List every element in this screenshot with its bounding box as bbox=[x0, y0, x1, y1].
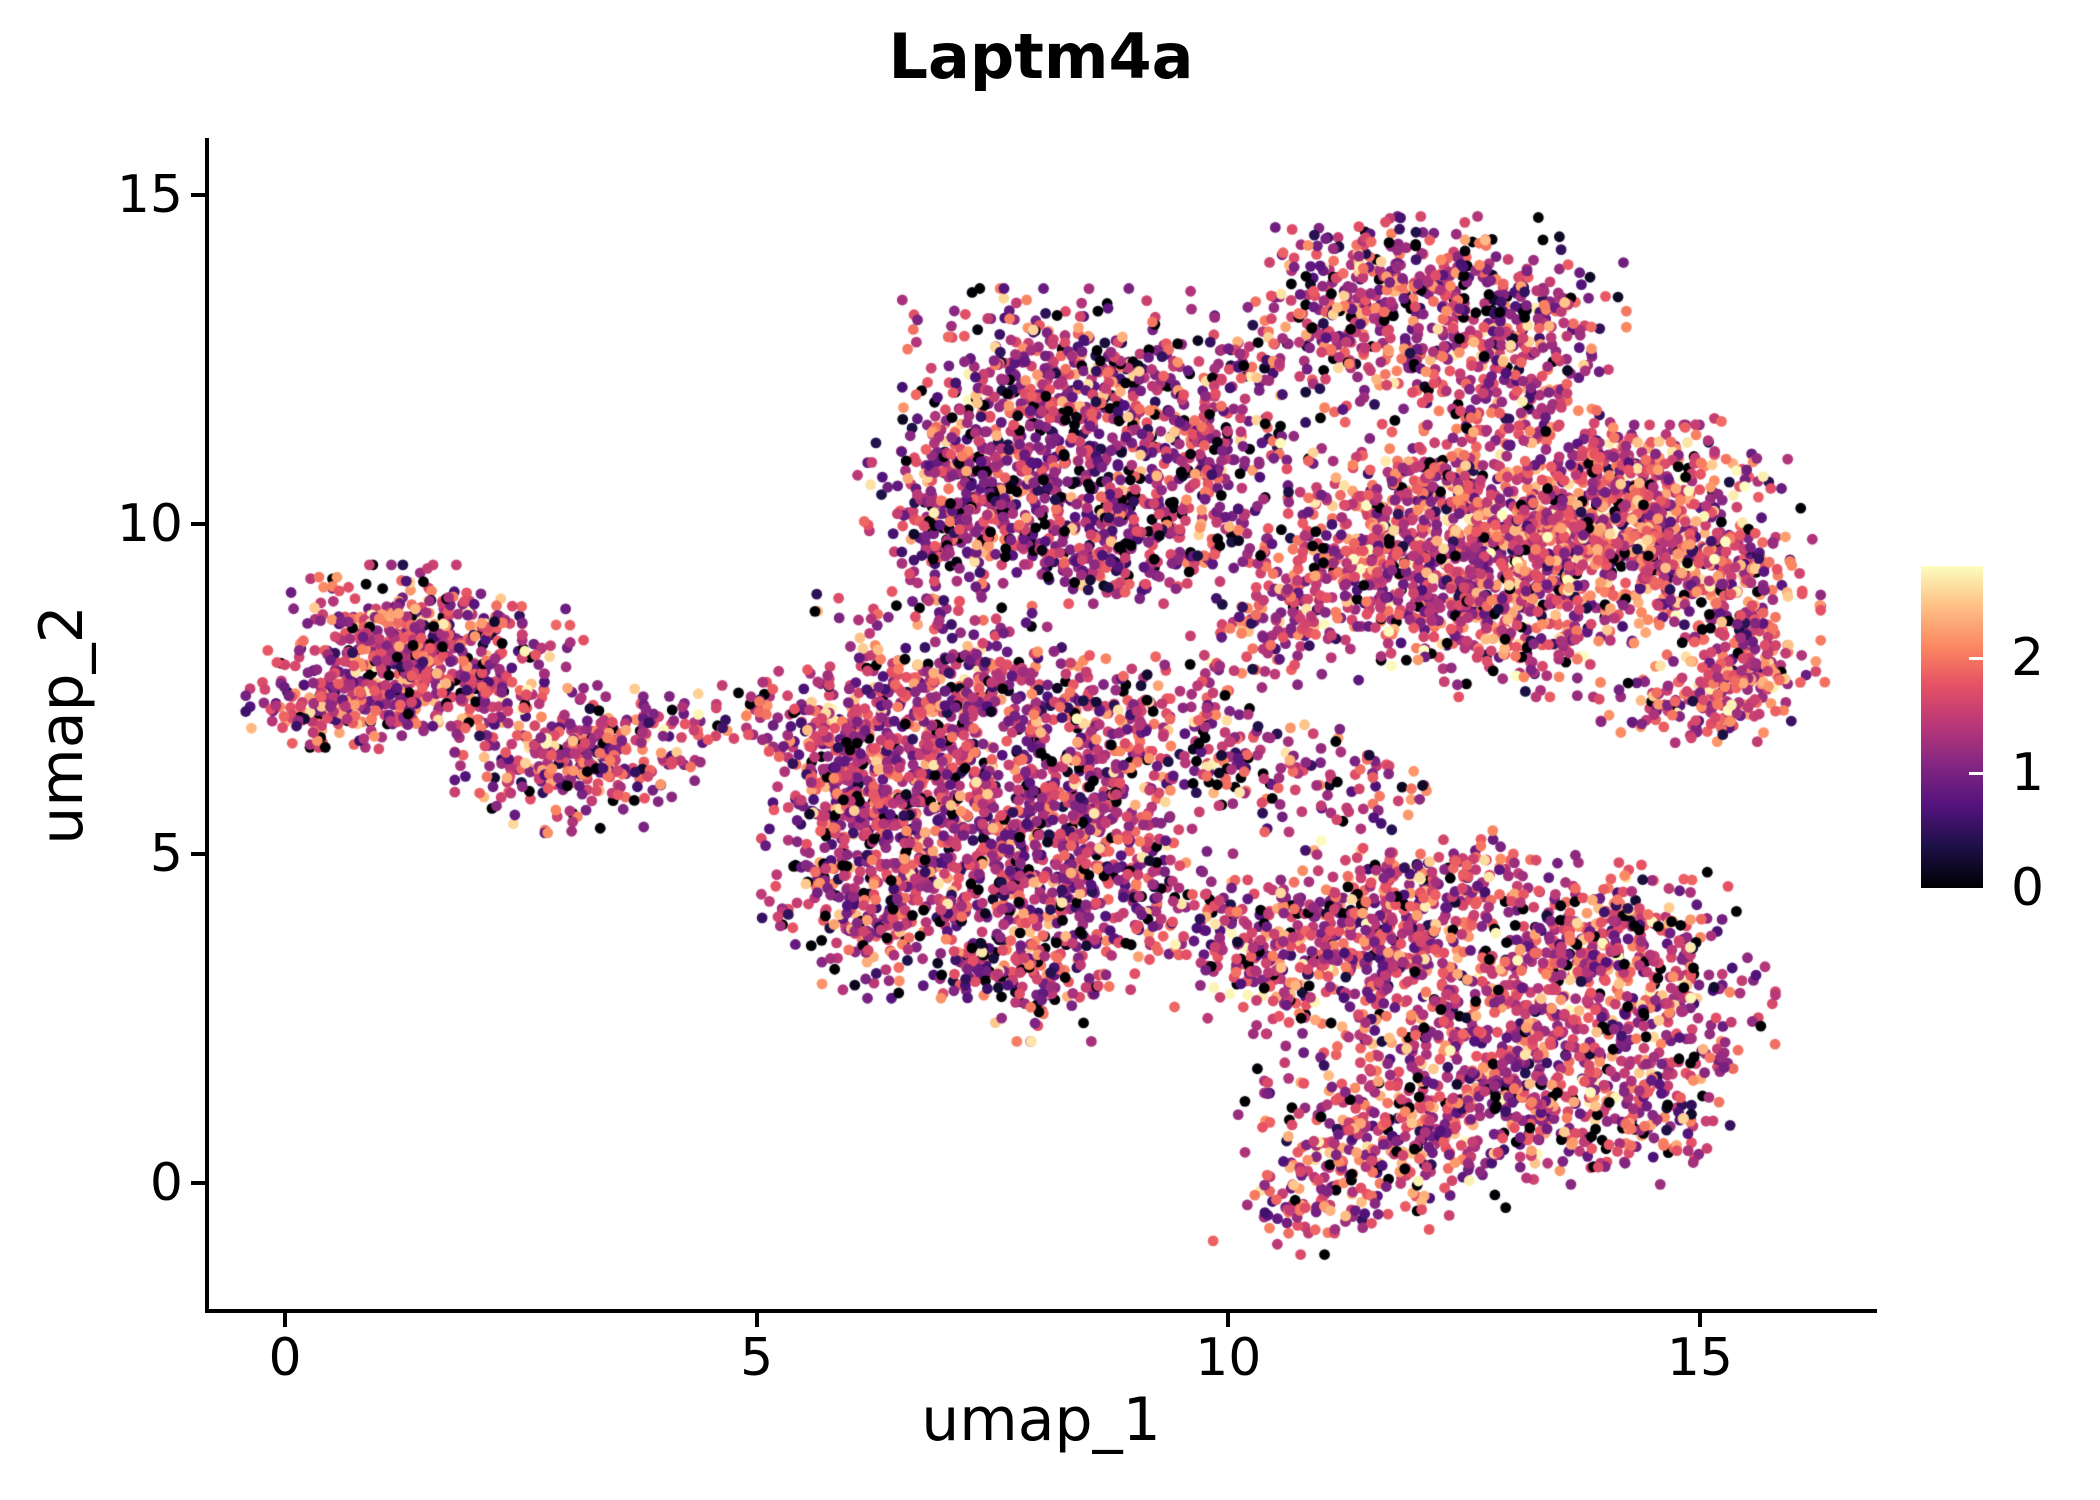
x-tick-label: 0 bbox=[268, 1328, 302, 1388]
x-tick-mark bbox=[754, 1313, 759, 1327]
y-tick-label: 0 bbox=[149, 1153, 183, 1213]
colorbar bbox=[1921, 566, 1983, 888]
x-axis-line bbox=[205, 1309, 1877, 1313]
x-tick-mark bbox=[1226, 1313, 1231, 1327]
y-tick-label: 10 bbox=[116, 494, 183, 555]
y-tick-label: 15 bbox=[116, 164, 183, 225]
plot-title: Laptm4a bbox=[888, 20, 1194, 93]
y-tick-label: 5 bbox=[149, 823, 183, 884]
y-axis-label: umap_2 bbox=[27, 605, 97, 845]
y-tick-mark bbox=[191, 1181, 205, 1185]
x-tick-mark bbox=[283, 1313, 287, 1327]
colorbar-gradient bbox=[1921, 566, 1983, 888]
colorbar-tick-mark bbox=[1969, 657, 1983, 660]
colorbar-tick-label: 2 bbox=[2011, 628, 2045, 688]
y-axis-line bbox=[205, 138, 209, 1313]
y-tick-mark bbox=[191, 851, 205, 856]
x-tick-label: 5 bbox=[740, 1328, 774, 1388]
x-tick-mark bbox=[1697, 1313, 1702, 1327]
colorbar-tick-label: 0 bbox=[2011, 858, 2045, 918]
y-tick-mark bbox=[191, 192, 205, 197]
colorbar-tick-label: 1 bbox=[2011, 743, 2045, 803]
x-tick-label: 15 bbox=[1666, 1328, 1734, 1388]
y-tick-mark bbox=[191, 522, 205, 527]
x-axis-label: umap_1 bbox=[921, 1385, 1161, 1455]
x-tick-label: 10 bbox=[1195, 1328, 1262, 1388]
colorbar-tick-mark bbox=[1969, 772, 1983, 775]
